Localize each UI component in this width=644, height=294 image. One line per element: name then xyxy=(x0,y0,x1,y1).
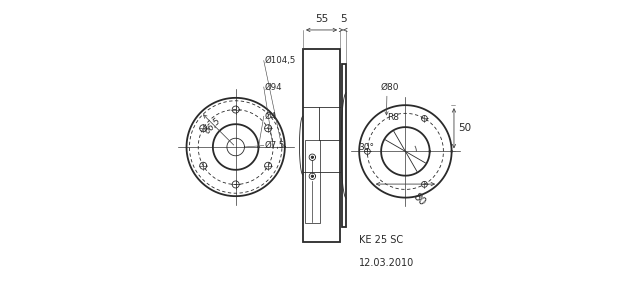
Text: Ø4: Ø4 xyxy=(265,112,277,121)
Text: 50: 50 xyxy=(459,123,471,133)
Text: KE 25 SC: KE 25 SC xyxy=(359,235,402,245)
Text: 66,5: 66,5 xyxy=(204,116,223,136)
Text: R8: R8 xyxy=(387,113,399,122)
Circle shape xyxy=(311,156,314,158)
Text: Ø80: Ø80 xyxy=(381,83,399,92)
Text: 5: 5 xyxy=(340,14,346,24)
Text: 30°: 30° xyxy=(359,143,375,151)
Text: 12.03.2010: 12.03.2010 xyxy=(359,258,414,268)
Text: Ø7,5: Ø7,5 xyxy=(265,141,285,150)
Circle shape xyxy=(311,175,314,178)
Text: 55: 55 xyxy=(315,14,328,24)
Text: Ø104,5: Ø104,5 xyxy=(265,56,296,65)
Text: 80: 80 xyxy=(412,191,428,208)
Text: Ø94: Ø94 xyxy=(265,83,283,91)
